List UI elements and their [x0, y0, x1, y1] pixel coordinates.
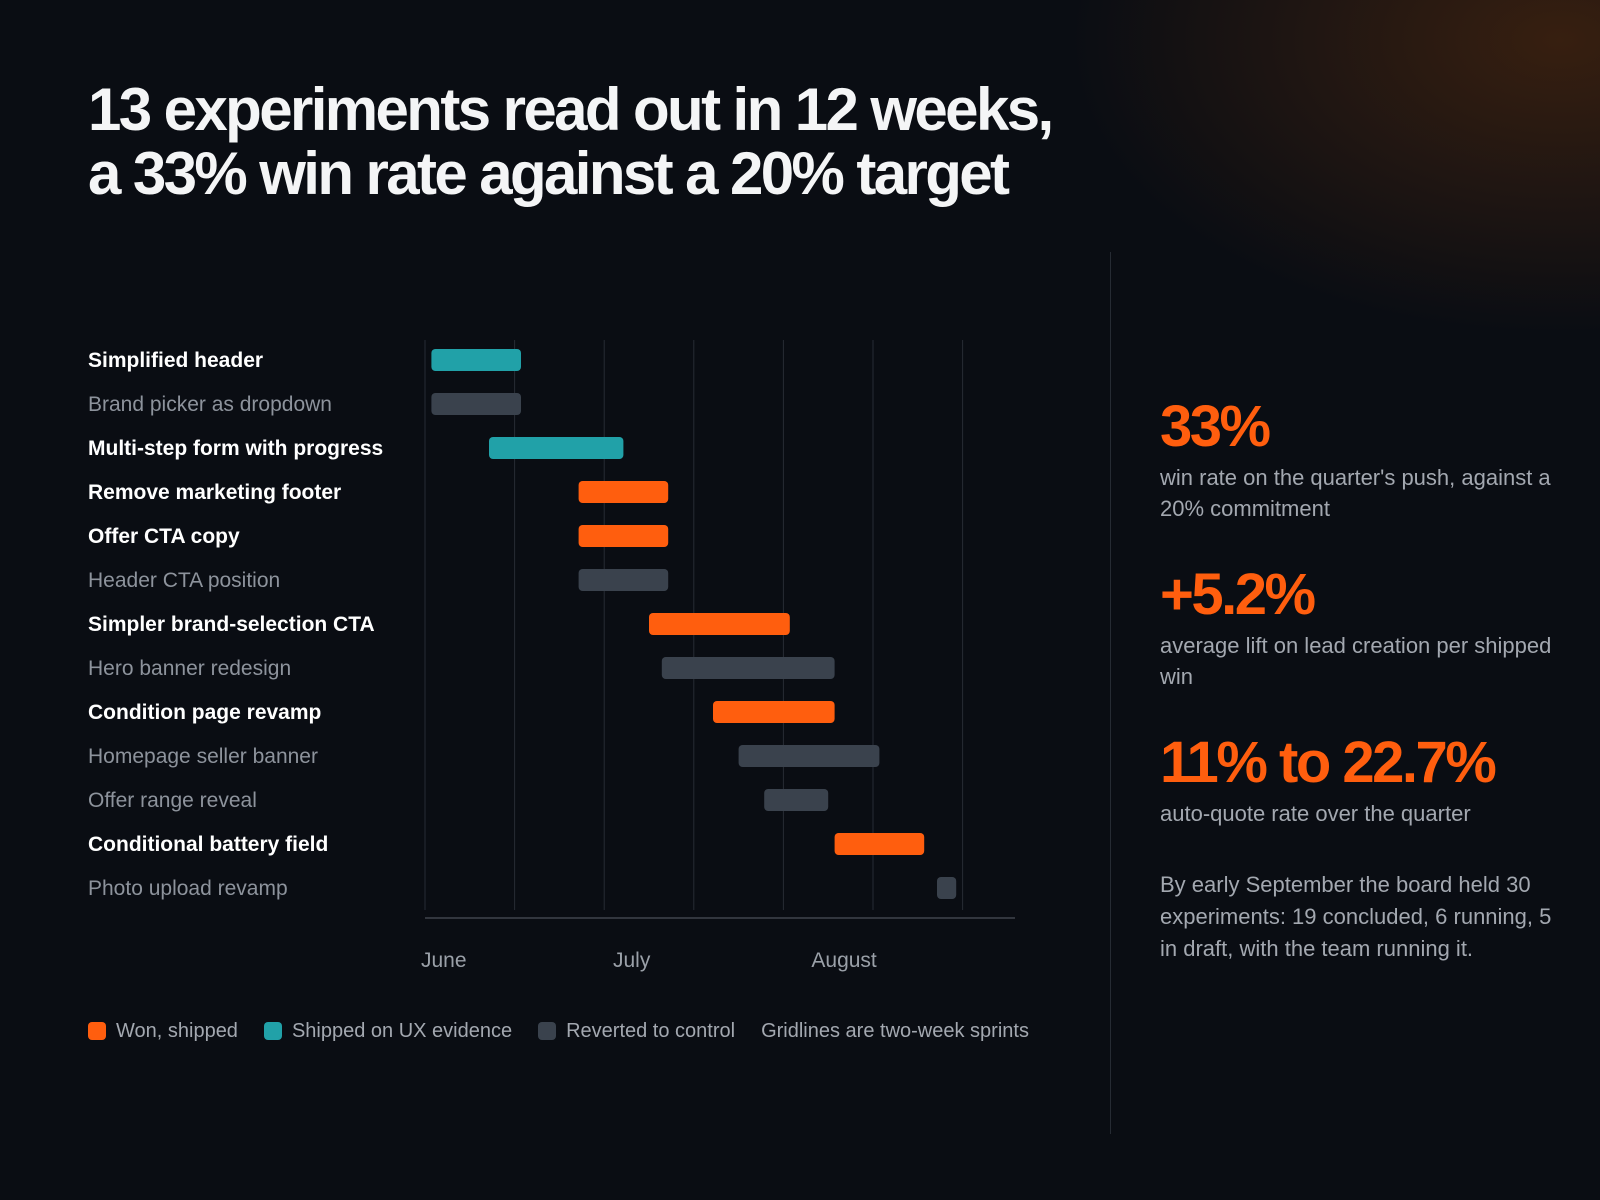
legend-label-ux: Shipped on UX evidence: [291, 1019, 513, 1042]
gantt-chart: Simplified header Brand picker as dropdow…: [88, 340, 1015, 972]
task-label-remove-marketing-footer: Remove marketing footer: [88, 481, 341, 504]
bar-condition-page-revamp: [713, 701, 835, 723]
task-label-homepage-seller-banner: Homepage seller banner: [88, 745, 318, 768]
task-label-offer-cta-copy: Offer CTA copy: [88, 525, 240, 548]
bar-simplified-header: [431, 349, 521, 371]
x-tick-label-june: June: [421, 949, 467, 972]
task-label-multi-step-form-with-progress: Multi-step form with progress: [88, 437, 383, 460]
stat-value: 11% to 22.7%: [1160, 730, 1497, 795]
task-label-simpler-brand-selection-cta: Simpler brand-selection CTA: [88, 613, 375, 636]
bar-offer-cta-copy: [578, 525, 669, 547]
stats-panel: 33% win rate on the quarter's push, agai…: [1160, 396, 1560, 965]
x-tick-label-july: July: [613, 949, 651, 972]
board-summary-note: By early September the board held 30 exp…: [1160, 872, 1552, 961]
chart-legend: Won, shipped Shipped on UX evidence Reve…: [88, 1017, 1055, 1045]
bar-conditional-battery-field: [834, 833, 925, 855]
task-label-hero-banner-redesign: Hero banner redesign: [88, 657, 291, 680]
x-axis: June July August: [421, 917, 1015, 972]
x-tick-label-august: August: [811, 949, 877, 972]
stat-description: win rate on the quarter's push, against …: [1160, 465, 1551, 521]
legend-label-won: Won, shipped: [116, 1019, 238, 1042]
page-title: 13 experiments read out in 12 weeks, a 3…: [88, 78, 1088, 206]
stat-description: auto-quote rate over the quarter: [1160, 801, 1471, 826]
legend-note-text: Gridlines are two-week sprints: [761, 1019, 1029, 1042]
bar-homepage-seller-banner: [738, 745, 880, 767]
stat-auto-quote: 11% to 22.7% auto-quote rate over the qu…: [1160, 732, 1560, 829]
bar-brand-picker-as-dropdown: [431, 393, 521, 415]
stat-description: average lift on lead creation per shippe…: [1160, 633, 1552, 689]
stat-value: 33%: [1160, 394, 1271, 459]
task-label-conditional-battery-field: Conditional battery field: [88, 833, 328, 856]
task-label-offer-range-reveal: Offer range reveal: [88, 789, 257, 812]
task-label-photo-upload-revamp: Photo upload revamp: [88, 877, 288, 900]
legend-note: Gridlines are two-week sprints: [761, 1020, 1029, 1043]
bar-hero-banner-redesign: [661, 657, 835, 679]
task-label-simplified-header: Simplified header: [88, 349, 263, 372]
bar-header-cta-position: [578, 569, 669, 591]
title-line-2: a 33% win rate against a 20% target: [88, 140, 1010, 207]
legend-label-reverted: Reverted to control: [566, 1019, 736, 1042]
legend-item-reverted: Reverted to control: [538, 1020, 735, 1043]
legend-swatch-ux: [263, 1022, 282, 1040]
stat-average-lift: +5.2% average lift on lead creation per …: [1160, 564, 1560, 692]
legend-swatch-reverted: [538, 1022, 557, 1040]
task-label-brand-picker-as-dropdown: Brand picker as dropdown: [88, 393, 332, 416]
title-line-1: 13 experiments read out in 12 weeks,: [88, 76, 1054, 143]
experiment-bars: [431, 349, 957, 899]
bar-offer-range-reveal: [764, 789, 829, 811]
bar-multi-step-form-with-progress: [489, 437, 624, 459]
task-label-condition-page-revamp: Condition page revamp: [88, 701, 321, 724]
legend-item-won: Won, shipped: [88, 1020, 238, 1043]
legend-swatch-won: [88, 1022, 106, 1040]
task-label-header-cta-position: Header CTA position: [88, 569, 280, 592]
bar-photo-upload-revamp: [937, 877, 957, 899]
legend-item-ux: Shipped on UX evidence: [263, 1019, 513, 1043]
stat-value: +5.2%: [1160, 562, 1316, 627]
bar-simpler-brand-selection-cta: [649, 613, 790, 635]
bar-remove-marketing-footer: [578, 481, 669, 503]
stat-win-rate: 33% win rate on the quarter's push, agai…: [1160, 396, 1560, 524]
panel-divider: [1110, 252, 1111, 1134]
experiment-labels: Simplified header Brand picker as dropdow…: [88, 349, 383, 900]
